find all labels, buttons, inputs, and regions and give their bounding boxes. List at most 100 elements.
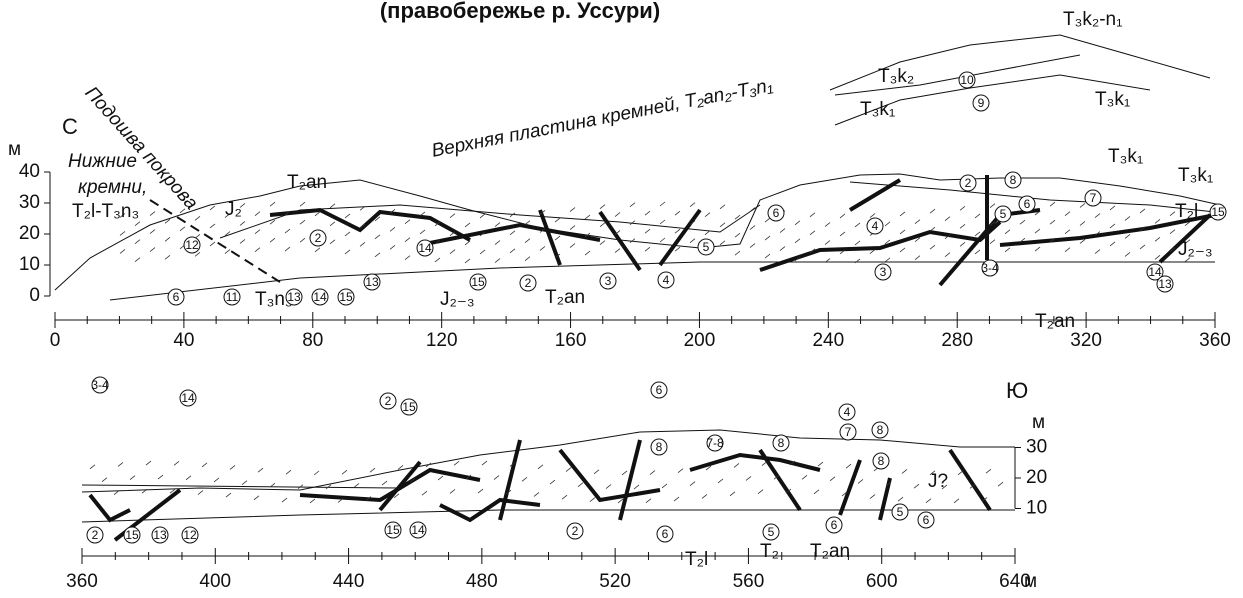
hatch <box>762 462 767 466</box>
hatch <box>870 495 875 499</box>
layer-number-label: 2 <box>965 176 972 190</box>
hatch <box>814 490 819 494</box>
layer-number-label: 8 <box>1010 173 1017 187</box>
hatch <box>1110 242 1115 246</box>
hatch <box>945 253 950 257</box>
hatch <box>345 214 350 218</box>
hatch <box>930 209 935 213</box>
hatch <box>634 485 639 489</box>
layer-number: 6 <box>657 526 673 542</box>
layer-number: 4 <box>839 404 855 420</box>
x-tick-label: 480 <box>466 571 498 592</box>
geologic-section: (правобережье р. Уссури) С Ю м м м Подош… <box>0 0 1243 598</box>
hatch <box>675 247 680 251</box>
hatch <box>960 224 965 228</box>
hatch <box>562 495 567 499</box>
hatch <box>594 470 599 474</box>
layer-number: 13 <box>364 274 380 290</box>
layer-number-label: 13 <box>1158 277 1172 291</box>
layer-number: 5 <box>763 524 779 540</box>
hatch <box>825 241 830 245</box>
layer-number: 8 <box>773 435 789 451</box>
hatch <box>465 259 470 263</box>
y-tick-label: 0 <box>29 285 40 306</box>
hatch <box>534 492 539 496</box>
layer-number: 5 <box>698 239 714 255</box>
layer-number-label: 12 <box>185 238 199 252</box>
hatch <box>186 476 191 480</box>
hatch <box>990 204 995 208</box>
hatch <box>270 202 275 206</box>
x-tick-label: 240 <box>812 330 844 351</box>
layer-number-label: 4 <box>663 273 670 287</box>
layer-number: 7 <box>1085 190 1101 206</box>
formation-label: T₃k₂-n₁ <box>1063 9 1123 30</box>
hatch <box>150 230 155 234</box>
y-tick-label: 10 <box>1026 498 1047 519</box>
layer-number-label: 7 <box>845 425 852 439</box>
layer-number: 14 <box>410 522 426 538</box>
hatch <box>960 242 965 246</box>
hatch <box>630 203 635 207</box>
hatch <box>674 497 679 501</box>
hatch <box>660 220 665 224</box>
layer-number-label: 5 <box>897 505 904 519</box>
hatch <box>855 223 860 227</box>
hatch <box>420 230 425 234</box>
hatch <box>130 476 135 480</box>
hatch <box>118 462 123 466</box>
layer-number: 2 <box>310 230 326 246</box>
hatch <box>570 226 575 230</box>
x-tick-label: 80 <box>302 330 323 351</box>
hatch <box>846 464 851 468</box>
formation-label: J₂₋₃ <box>440 289 475 310</box>
y-unit: м <box>1032 412 1045 433</box>
hatch <box>690 239 695 243</box>
hatch <box>675 229 680 233</box>
formation-label: T₂an <box>810 541 850 562</box>
layer-number: 5 <box>892 504 908 520</box>
hatch <box>1155 255 1160 259</box>
hatch <box>146 461 151 465</box>
y-tick-label: 40 <box>19 161 40 182</box>
hatch <box>240 221 245 225</box>
hatch <box>480 214 485 218</box>
hatch <box>840 232 845 236</box>
fault-line <box>90 495 130 520</box>
layer-number-label: 10 <box>960 73 974 87</box>
x-tick-label: 200 <box>684 330 716 351</box>
hatch <box>202 463 207 467</box>
hatch <box>510 231 515 235</box>
annotation: T₂l-T₃n₃ <box>72 201 139 222</box>
hatch <box>525 239 530 243</box>
layer-number-label: 6 <box>831 518 838 532</box>
hatch <box>818 462 823 466</box>
hatch <box>285 247 290 251</box>
hatch <box>1095 250 1100 254</box>
north-label: С <box>62 114 78 139</box>
hatch <box>585 215 590 219</box>
hatch <box>870 214 875 218</box>
layer-number: 5 <box>995 206 1011 222</box>
hatch <box>314 471 319 475</box>
hatch <box>885 258 890 262</box>
hatch <box>750 244 755 248</box>
hatch <box>210 206 215 210</box>
hatch <box>405 256 410 260</box>
hatch <box>1065 230 1070 234</box>
hatch <box>330 240 335 244</box>
hatch <box>1020 220 1025 224</box>
south-label: Ю <box>1006 378 1028 403</box>
hatch <box>495 259 500 263</box>
hatch <box>1005 230 1010 234</box>
hatch <box>902 469 907 473</box>
hatch <box>660 238 665 242</box>
hatch <box>780 247 785 251</box>
hatch <box>135 222 140 226</box>
hatch <box>225 250 230 254</box>
layer-number: 6 <box>768 205 784 221</box>
hatch <box>330 204 335 208</box>
hatch <box>578 483 583 487</box>
hatch <box>930 245 935 249</box>
hatch <box>765 236 770 240</box>
